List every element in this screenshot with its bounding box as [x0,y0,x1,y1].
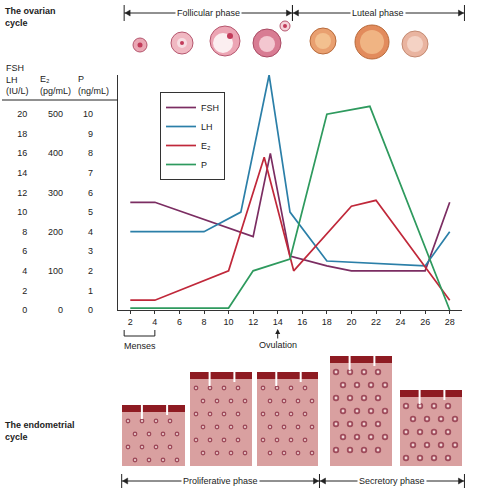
svg-text:20: 20 [346,317,356,327]
svg-text:500: 500 [48,109,63,119]
svg-text:8: 8 [22,227,27,237]
svg-text:12: 12 [248,317,258,327]
svg-text:Ovulation: Ovulation [259,340,297,350]
svg-text:Luteal phase: Luteal phase [352,8,404,18]
svg-text:6: 6 [177,317,182,327]
svg-text:E₂: E₂ [201,141,211,151]
svg-text:FSH: FSH [201,103,219,113]
svg-text:18: 18 [322,317,332,327]
svg-text:20: 20 [17,109,27,119]
svg-text:3: 3 [88,246,93,256]
svg-text:0: 0 [22,305,27,315]
svg-text:4: 4 [152,317,157,327]
svg-text:8: 8 [88,148,93,158]
svg-text:8: 8 [201,317,206,327]
svg-text:P(ng/mL): P(ng/mL) [78,74,109,96]
svg-text:4: 4 [88,227,93,237]
svg-text:Follicular phase: Follicular phase [177,8,240,18]
svg-text:18: 18 [17,129,27,139]
svg-text:6: 6 [22,246,27,256]
svg-text:The endometrialcycle: The endometrialcycle [5,420,75,442]
svg-text:200: 200 [48,227,63,237]
svg-text:10: 10 [224,317,234,327]
svg-text:16: 16 [297,317,307,327]
svg-text:12: 12 [17,188,27,198]
svg-text:26: 26 [420,317,430,327]
svg-text:0: 0 [88,305,93,315]
svg-text:14: 14 [17,168,27,178]
svg-text:16: 16 [17,148,27,158]
svg-text:2: 2 [128,317,133,327]
svg-text:2: 2 [22,286,27,296]
svg-text:E₂(pg/mL): E₂(pg/mL) [40,74,71,96]
svg-text:Secretory phase: Secretory phase [359,476,425,486]
svg-text:9: 9 [88,129,93,139]
svg-text:22: 22 [371,317,381,327]
svg-text:FSHLH(IU/L): FSHLH(IU/L) [6,63,29,96]
svg-text:100: 100 [48,266,63,276]
svg-text:0: 0 [58,305,63,315]
svg-text:7: 7 [88,168,93,178]
svg-text:14: 14 [273,317,283,327]
svg-text:10: 10 [17,207,27,217]
svg-text:2: 2 [88,266,93,276]
svg-text:Menses: Menses [124,341,156,351]
svg-text:24: 24 [396,317,406,327]
svg-text:28: 28 [445,317,455,327]
svg-text:10: 10 [83,109,93,119]
svg-text:1: 1 [88,286,93,296]
svg-text:4: 4 [22,266,27,276]
svg-text:Proliferative phase: Proliferative phase [183,476,258,486]
svg-text:P: P [201,160,207,170]
svg-text:400: 400 [48,148,63,158]
svg-text:5: 5 [88,207,93,217]
svg-text:300: 300 [48,188,63,198]
svg-text:LH: LH [201,122,213,132]
svg-text:6: 6 [88,188,93,198]
svg-text:The ovariancycle: The ovariancycle [5,6,56,28]
